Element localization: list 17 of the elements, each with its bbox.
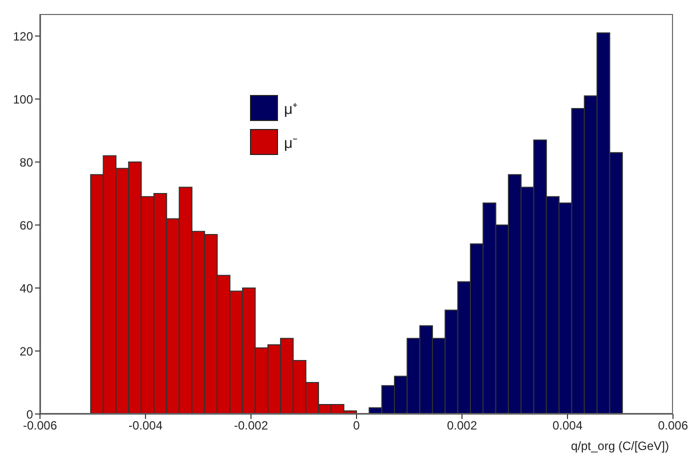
y-tick-label: 120	[12, 29, 34, 44]
x-tick-label: -0.002	[234, 418, 268, 433]
x-tick-label: -0.006	[22, 418, 58, 433]
legend-label: μ⁻	[284, 134, 298, 152]
x-tick-label: 0.004	[552, 418, 583, 433]
x-tick-label: 0.002	[446, 418, 478, 433]
y-tick-label: 80	[20, 155, 34, 170]
x-tick-label: -0.004	[128, 418, 163, 433]
legend-label: μ⁺	[284, 100, 298, 118]
y-tick-label: 0	[26, 407, 34, 422]
y-tick-label: 20	[20, 344, 34, 358]
x-tick-label: 0.006	[658, 418, 688, 433]
y-tick-label: 100	[12, 92, 34, 106]
x-tick-label: 0	[353, 418, 360, 433]
y-tick-label: 40	[20, 281, 34, 296]
x-axis-title: q/pt_org (C/[GeV])	[570, 439, 669, 453]
y-tick-label: 60	[20, 218, 34, 232]
